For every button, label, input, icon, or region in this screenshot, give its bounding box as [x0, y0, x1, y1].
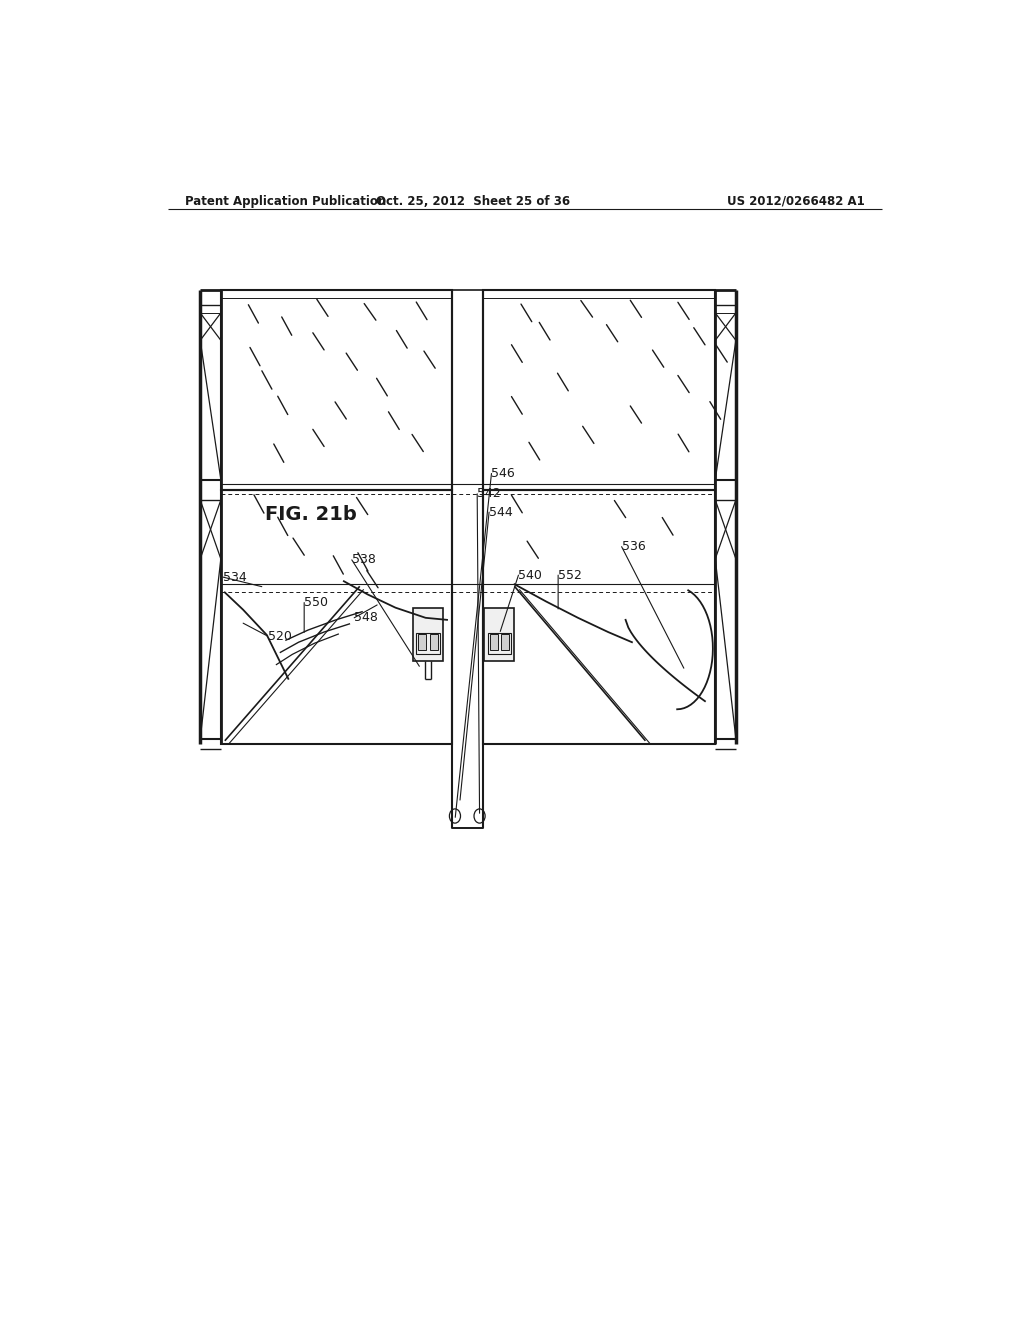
Bar: [221, 490, 452, 744]
Bar: [430, 634, 437, 651]
Bar: [484, 607, 514, 660]
Text: 534: 534: [223, 570, 247, 583]
Bar: [482, 289, 715, 490]
Text: 552: 552: [558, 569, 582, 582]
Text: 536: 536: [622, 540, 645, 553]
Text: 520: 520: [267, 630, 292, 643]
Bar: [501, 634, 509, 651]
Bar: [489, 634, 498, 651]
Bar: [413, 607, 443, 660]
Text: 544: 544: [489, 506, 513, 519]
Bar: [487, 634, 511, 655]
Bar: [419, 634, 426, 651]
Text: Oct. 25, 2012  Sheet 25 of 36: Oct. 25, 2012 Sheet 25 of 36: [376, 194, 570, 207]
Text: 546: 546: [492, 467, 515, 480]
Text: 550: 550: [304, 597, 328, 609]
Text: 542: 542: [477, 487, 501, 500]
Text: Patent Application Publication: Patent Application Publication: [185, 194, 386, 207]
Text: FIG. 21b: FIG. 21b: [264, 504, 356, 524]
Bar: [416, 634, 440, 655]
Bar: [452, 289, 482, 828]
Text: 538: 538: [352, 553, 376, 566]
Bar: [482, 490, 715, 744]
Text: 540: 540: [518, 569, 543, 582]
Text: 548: 548: [354, 611, 378, 624]
Text: US 2012/0266482 A1: US 2012/0266482 A1: [727, 194, 864, 207]
Bar: [221, 289, 452, 490]
